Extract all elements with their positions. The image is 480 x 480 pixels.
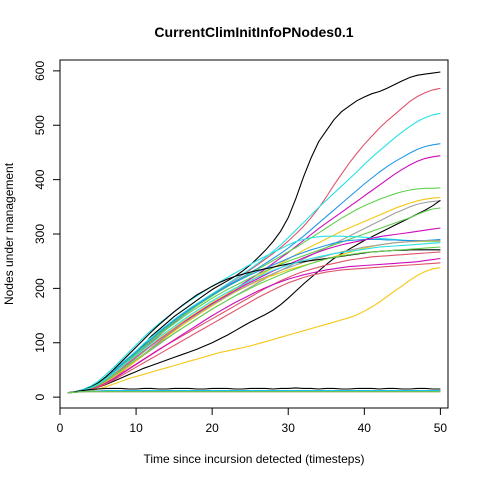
series-line-23	[67, 387, 441, 394]
x-tick-label: 10	[129, 421, 143, 435]
series-line-2	[67, 87, 441, 394]
y-tick-label: 0	[33, 393, 47, 400]
y-tick-label: 200	[33, 278, 47, 298]
series-line-15	[67, 239, 441, 394]
series-line-19	[67, 257, 441, 394]
x-axis-label: Time since incursion detected (timesteps…	[144, 452, 365, 466]
x-axis: 0 10 20 30 40 50	[57, 407, 448, 435]
series-line-27	[67, 391, 441, 394]
y-tick-label: 500	[33, 115, 47, 135]
x-tick-label: 30	[282, 421, 296, 435]
series-line-3	[67, 112, 441, 394]
series-line-16	[67, 249, 441, 394]
y-tick-label: 100	[33, 332, 47, 352]
y-tick-label: 600	[33, 61, 47, 81]
x-tick-label: 20	[205, 421, 219, 435]
y-tick-label: 400	[33, 169, 47, 189]
series-line-9	[67, 199, 441, 394]
y-axis: 0 100 200 300 400 500 600	[33, 61, 61, 400]
y-tick-label: 300	[33, 224, 47, 244]
series-line-12	[67, 238, 441, 394]
x-tick-label: 50	[434, 421, 448, 435]
series-lines	[67, 71, 441, 394]
series-line-22	[67, 242, 441, 394]
x-tick-label: 40	[358, 421, 372, 435]
x-tick-label: 0	[57, 421, 64, 435]
series-line-18	[67, 246, 441, 394]
chart-title: CurrentClimInitInfoPNodes0.1	[154, 24, 353, 40]
series-line-11	[67, 235, 441, 394]
y-axis-label: Nodes under management	[2, 162, 16, 305]
series-line-25	[67, 390, 441, 394]
series-line-20	[67, 262, 441, 394]
series-line-21	[67, 267, 441, 394]
plot-box	[59, 59, 449, 409]
